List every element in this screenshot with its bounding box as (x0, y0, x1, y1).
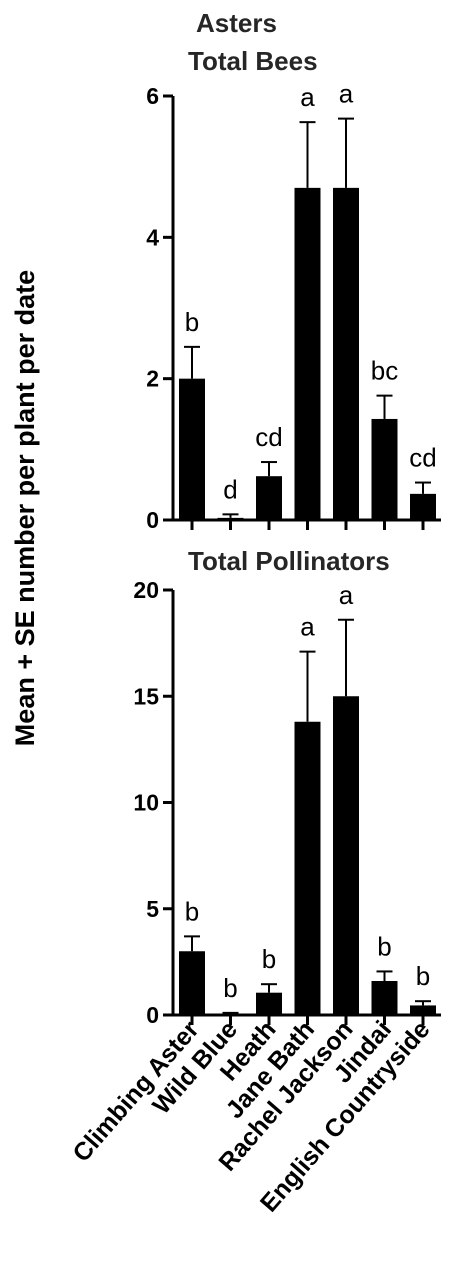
significance-label-jindai: b (377, 931, 391, 961)
bar-jane-bath (294, 721, 321, 1015)
bar-jindai (371, 418, 398, 520)
significance-label-climbing-aster: b (185, 896, 199, 926)
significance-label-heath: b (262, 944, 276, 974)
error-bars-total-pollinators (184, 618, 431, 1014)
y-tick-label-15: 15 (133, 683, 159, 709)
bars-total-bees (179, 187, 436, 520)
y-tick-label-4: 4 (146, 224, 159, 250)
bar-rachel-jackson (333, 696, 359, 1015)
bar-english-countryside (410, 1005, 436, 1015)
bar-heath (256, 992, 282, 1015)
chart-title-total-pollinators: Total Pollinators (188, 546, 390, 576)
group-title: Asters (196, 8, 277, 38)
y-axis-total-bees: 0 2 4 6 (146, 83, 175, 533)
significance-label-heath: cd (255, 422, 282, 452)
significance-label-jane-bath: a (300, 82, 315, 112)
significance-label-wild-blue: b (223, 973, 237, 1003)
x-axis-total-pollinators (173, 1013, 441, 1025)
bar-heath (256, 476, 282, 520)
y-axis-total-pollinators: 0 5 10 15 20 (133, 577, 175, 1028)
y-tick-label-0: 0 (146, 1002, 159, 1028)
significance-label-climbing-aster: b (185, 307, 199, 337)
significance-label-jindai: bc (371, 356, 398, 386)
bars-total-pollinators (179, 696, 436, 1015)
y-tick-label-10: 10 (133, 790, 159, 816)
significance-label-english-countryside: b (416, 961, 430, 991)
chart-title-total-bees: Total Bees (188, 46, 318, 76)
y-axis-label: Mean + SE number per plant per date (10, 270, 40, 746)
y-tick-label-6: 6 (146, 83, 159, 109)
bar-climbing-aster (179, 951, 205, 1015)
bar-jane-bath (294, 187, 321, 520)
error-bars-total-bees (184, 117, 431, 518)
significance-label-jane-bath: a (300, 612, 315, 642)
bar-jindai (371, 981, 398, 1015)
x-axis-total-bees (173, 518, 441, 530)
bar-climbing-aster (179, 378, 205, 520)
significance-label-english-countryside: cd (409, 443, 436, 473)
y-tick-label-2: 2 (146, 366, 159, 392)
bar-english-countryside (410, 493, 436, 520)
significance-label-rachel-jackson: a (339, 580, 354, 610)
y-tick-label-0: 0 (146, 507, 159, 533)
significance-label-wild-blue: d (223, 474, 237, 504)
significance-label-rachel-jackson: a (339, 79, 354, 109)
bar-rachel-jackson (333, 187, 359, 520)
y-tick-label-20: 20 (133, 577, 159, 603)
y-tick-label-5: 5 (146, 896, 159, 922)
